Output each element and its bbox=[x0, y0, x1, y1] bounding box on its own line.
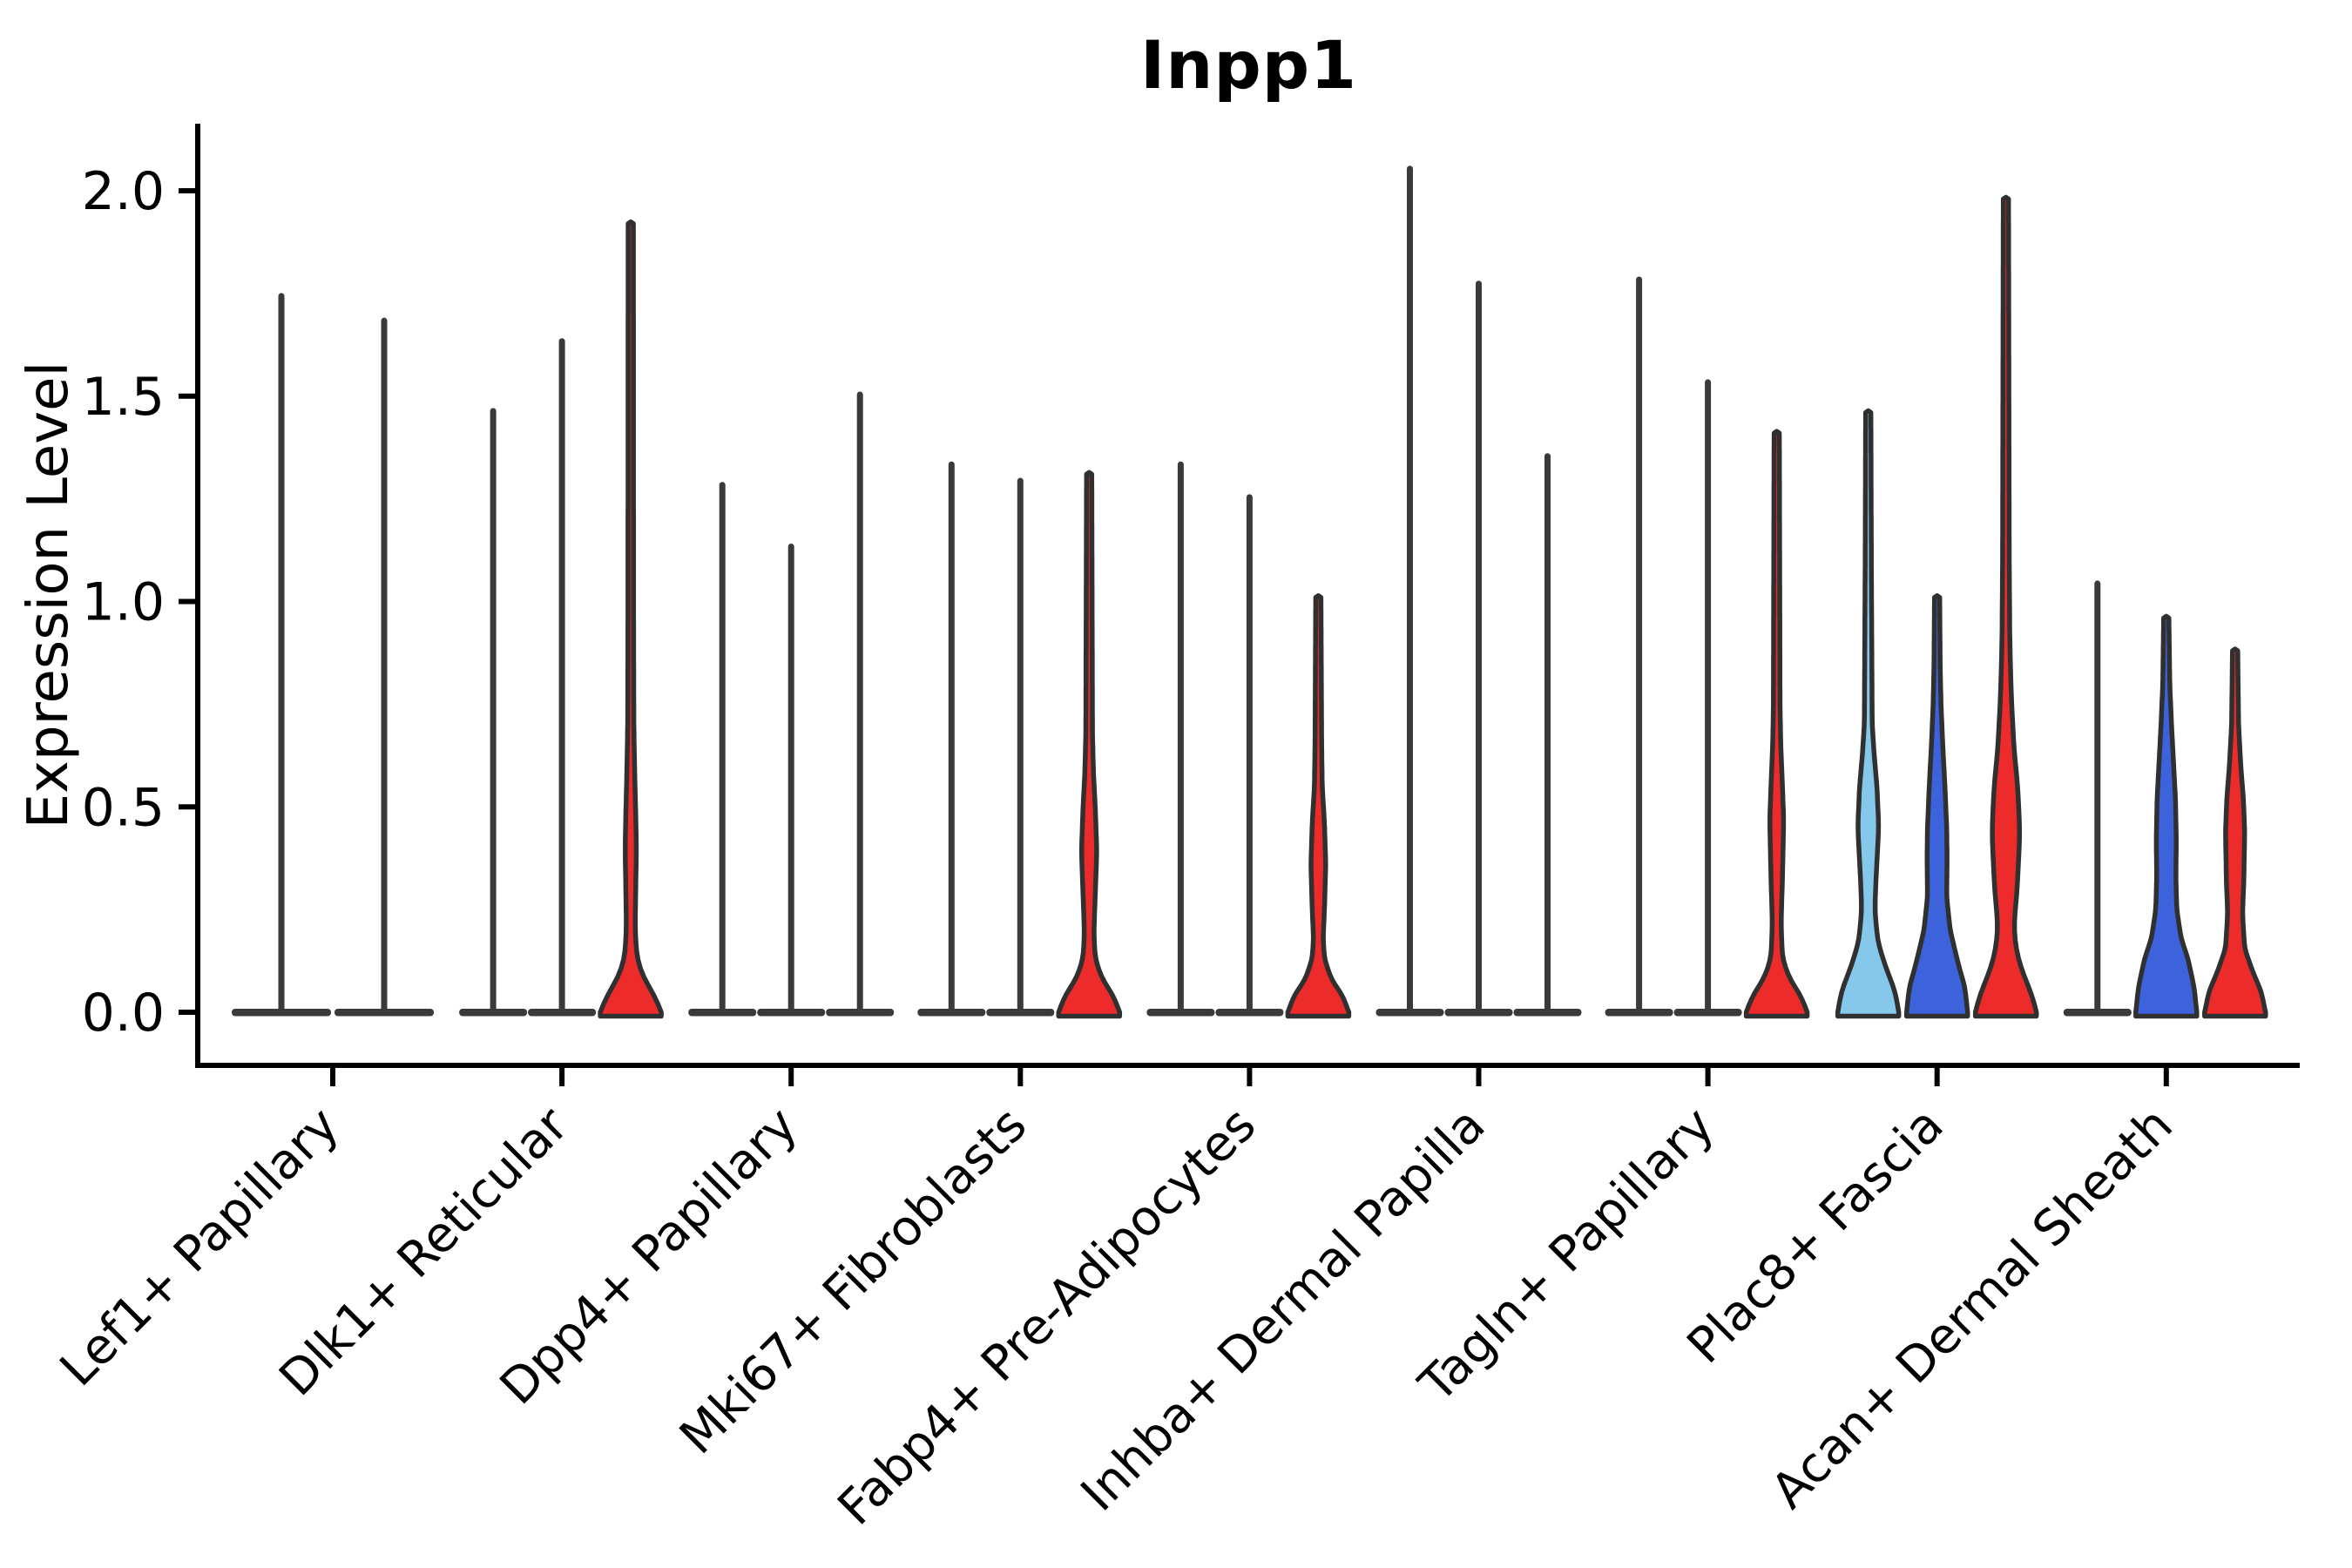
y-tick-label: 0.0 bbox=[82, 983, 165, 1044]
x-tick-label: Inhba+ Dermal Papilla bbox=[1071, 1097, 1497, 1523]
x-tick-label: Fabp4+ Pre-Adipocytes bbox=[828, 1097, 1267, 1537]
violin-density-8-1 bbox=[2133, 613, 2200, 1019]
y-tick-label: 0.5 bbox=[82, 777, 165, 838]
violin-density-7-1 bbox=[1903, 593, 1970, 1019]
violin-density-7-2 bbox=[1972, 194, 2039, 1019]
chart-title: Inpp1 bbox=[1139, 26, 1358, 104]
violin-density-1-2 bbox=[598, 219, 664, 1019]
violin-density-6-2 bbox=[1743, 429, 1810, 1019]
y-tick-label: 2.0 bbox=[82, 161, 165, 222]
violin-density-7-0 bbox=[1835, 408, 1902, 1019]
violin-density-3-2 bbox=[1056, 470, 1123, 1019]
violin-density-4-2 bbox=[1285, 593, 1352, 1019]
y-tick-label: 1.5 bbox=[82, 367, 165, 428]
x-tick-label: Acan+ Dermal Sheath bbox=[1761, 1097, 2184, 1520]
y-tick-label: 1.0 bbox=[82, 572, 165, 633]
violin-density-8-2 bbox=[2202, 646, 2268, 1019]
